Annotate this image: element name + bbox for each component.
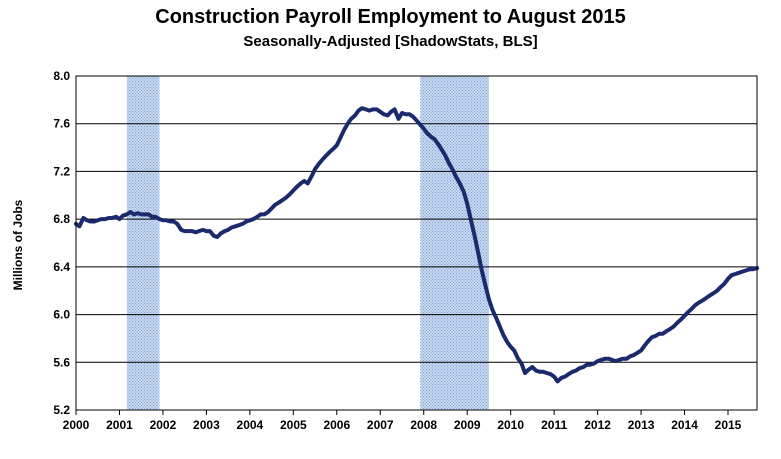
y-tick-label: 5.2 [53,403,70,417]
x-tick-label: 2009 [454,418,481,432]
x-tick-label: 2002 [150,418,177,432]
y-tick-label: 6.0 [53,308,70,322]
x-tick-label: 2012 [584,418,611,432]
series-lines [74,106,760,384]
x-tick-label: 2010 [497,418,524,432]
x-tick-label: 2001 [106,418,133,432]
chart-subtitle: Seasonally-Adjusted [ShadowStats, BLS] [243,33,538,50]
y-tick-label: 6.8 [53,212,70,226]
x-tick-label: 2005 [280,418,307,432]
x-tick-label: 2000 [63,418,90,432]
x-tick-label: 2004 [237,418,264,432]
series-line [74,106,760,384]
x-tick-label: 2006 [323,418,350,432]
recession-bands [126,76,489,410]
x-tick-label: 2013 [628,418,655,432]
recession-band [420,76,489,410]
x-tick-label: 2015 [715,418,742,432]
x-tick-label: 2011 [541,418,567,432]
x-tick-labels: 2000 2001 2002 2003 2004 2005 2006 2007 2008 2009… [63,418,742,432]
y-tick-label: 6.4 [53,260,70,274]
x-tick-label: 2008 [410,418,437,432]
x-tick-label: 2003 [193,418,220,432]
x-tick-label: 2014 [671,418,698,432]
y-tick-label: 5.6 [53,355,70,369]
y-tick-labels: 5.2 5.6 6.0 6.4 6.8 7.2 7.6 8.0 [53,69,70,417]
plot-border [75,75,758,411]
chart-title: Construction Payroll Employment to Augus… [155,6,626,28]
y-tick-label: 7.2 [53,164,70,178]
recession-band [126,76,160,410]
y-tick-label: 7.6 [53,117,70,131]
axes [75,75,758,415]
gridlines [76,123,757,363]
y-tick-label: 8.0 [53,69,70,83]
x-tick-label: 2007 [367,418,394,432]
